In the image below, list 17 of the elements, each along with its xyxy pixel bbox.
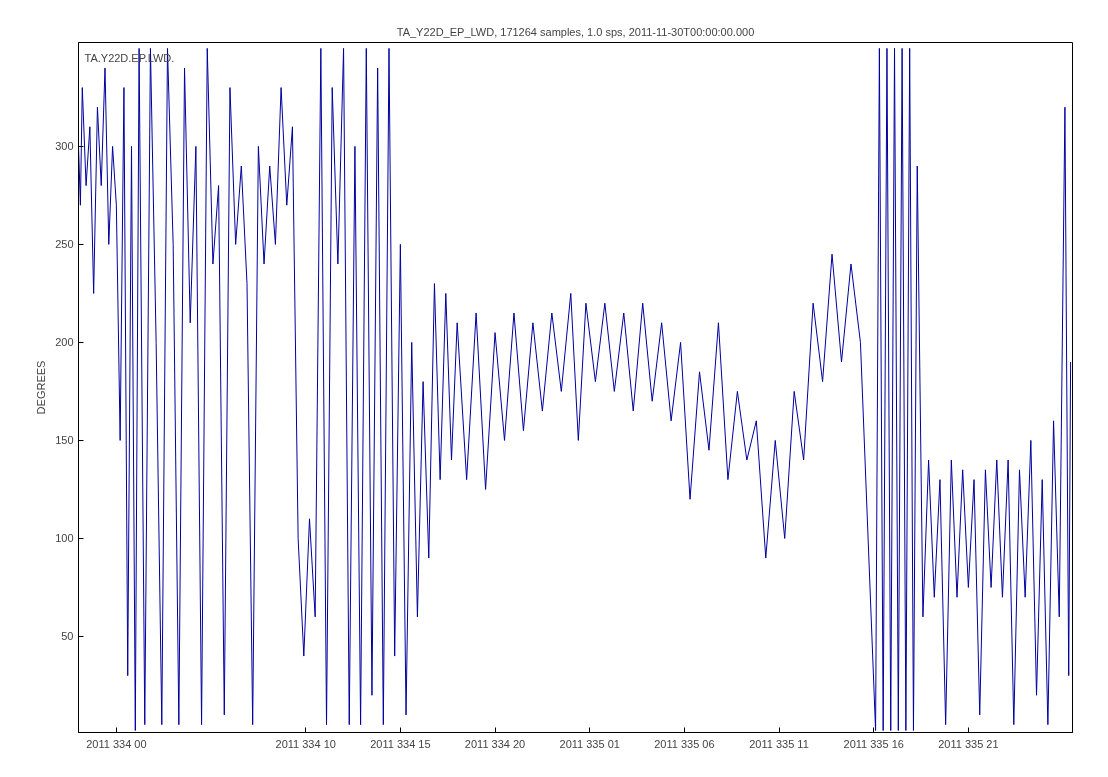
y-tick-label: 300 [55,140,74,153]
x-tick-label: 2011 335 01 [559,737,620,750]
x-tick-label: 2011 334 00 [86,737,147,750]
y-tick-label: 200 [55,336,74,349]
y-tick-label: 250 [55,238,74,251]
x-tick-label: 2011 334 10 [275,737,336,750]
y-tick-label: 100 [55,532,74,545]
y-axis-title: DEGREES [35,360,48,415]
chart-title: TA_Y22D_EP_LWD, 171264 samples, 1.0 sps, 2011-11-30T00:00:00.000 [396,25,755,38]
y-tick-label: 50 [61,630,74,643]
x-tick-label: 2011 334 15 [370,737,431,750]
x-tick-label: 2011 335 06 [654,737,715,750]
x-tick-label: 2011 335 16 [843,737,904,750]
x-tick-label: 2011 335 21 [938,737,999,750]
x-tick-label: 2011 335 11 [749,737,809,750]
y-tick-label: 150 [55,434,74,447]
x-tick-label: 2011 334 20 [464,737,526,750]
